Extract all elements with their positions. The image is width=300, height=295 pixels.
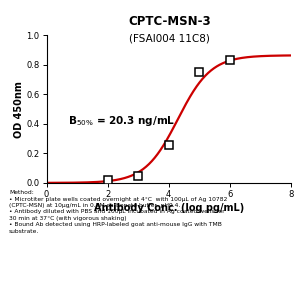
X-axis label: Antibody Conc. (log pg/mL): Antibody Conc. (log pg/mL) (94, 203, 244, 213)
Text: B$_{50\%}$ = 20.3 ng/mL: B$_{50\%}$ = 20.3 ng/mL (68, 114, 175, 128)
Text: Method:
• Microtiter plate wells coated overnight at 4°C  with 100μL of Ag 10782: Method: • Microtiter plate wells coated … (9, 190, 227, 234)
Y-axis label: OD 450nm: OD 450nm (14, 81, 23, 137)
Text: CPTC-MSN-3: CPTC-MSN-3 (128, 15, 211, 28)
Text: (FSAI004 11C8): (FSAI004 11C8) (129, 34, 210, 44)
